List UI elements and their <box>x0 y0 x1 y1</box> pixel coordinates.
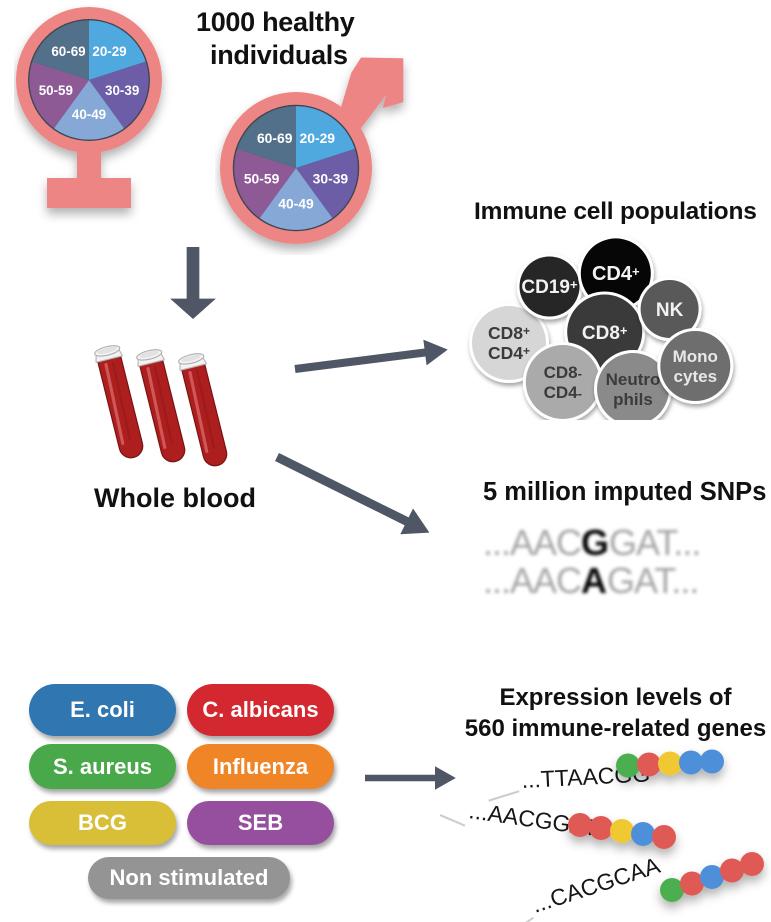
svg-text:CD8-: CD8- <box>544 363 582 382</box>
svg-text:CD4-: CD4- <box>544 383 582 402</box>
svg-text:phils: phils <box>613 390 653 409</box>
svg-text:cytes: cytes <box>674 367 717 386</box>
svg-text:...CACGCAA: ...CACGCAA <box>529 852 664 918</box>
svg-text:CD19+: CD19+ <box>521 277 578 298</box>
svg-text:NK: NK <box>656 300 684 321</box>
svg-text:Mono: Mono <box>673 347 718 366</box>
svg-text:Neutro: Neutro <box>606 370 661 389</box>
